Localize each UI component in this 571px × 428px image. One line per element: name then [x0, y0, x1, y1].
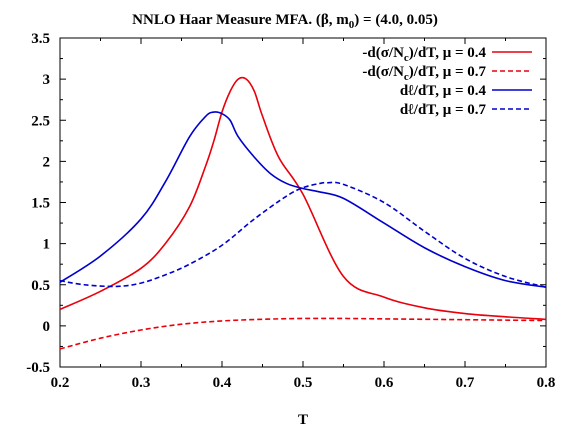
x-tick-label: 0.7: [456, 375, 475, 391]
y-tick-label: -0.5: [26, 360, 50, 376]
legend-label-4: dℓ/dT, μ = 0.7: [400, 102, 487, 118]
axes: 0.2 0.3 0.4 0.5 0.6 0.7 0.8 -0.5 0 0.5 1 1.5 2 2.5 3 3.…: [26, 31, 555, 391]
series-layer: [59, 76, 547, 350]
y-tick-label: 2.5: [31, 113, 50, 129]
y-tick-label: 1: [43, 237, 51, 253]
y-tick-label: 1.5: [31, 196, 50, 212]
x-tick-label: 0.3: [132, 375, 151, 391]
series-line-1: [59, 76, 547, 321]
x-axis-title: T: [298, 412, 308, 428]
y-tick-label: 3.5: [31, 31, 50, 47]
labels-layer: NNLO Haar Measure MFA. (β, m0) = (4.0, 0…: [132, 12, 438, 428]
x-tick-label: 0.5: [294, 375, 313, 391]
x-tick-label: 0.6: [375, 375, 394, 391]
x-tick-label: 0.8: [537, 375, 556, 391]
y-tick-label: 2: [43, 154, 51, 170]
chart-title: NNLO Haar Measure MFA. (β, m0) = (4.0, 0…: [132, 12, 438, 31]
legend-label-1: -d(σ/Nc)/dT, μ = 0.4: [362, 45, 486, 64]
x-tick-label: 0.4: [213, 375, 232, 391]
x-tick-label: 0.2: [51, 375, 70, 391]
y-tick-label: 3: [43, 72, 51, 88]
y-tick-label: 0: [43, 319, 51, 335]
series-line-4: [59, 181, 547, 288]
series-line-2: [59, 317, 547, 350]
y-tick-label: 0.5: [31, 278, 50, 294]
series-line-3: [59, 111, 547, 289]
legend: -d(σ/Nc)/dT, μ = 0.4-d(σ/Nc)/dT, μ = 0.7…: [362, 45, 532, 118]
legend-label-3: dℓ/dT, μ = 0.4: [400, 83, 487, 99]
legend-label-2: -d(σ/Nc)/dT, μ = 0.7: [362, 64, 486, 83]
